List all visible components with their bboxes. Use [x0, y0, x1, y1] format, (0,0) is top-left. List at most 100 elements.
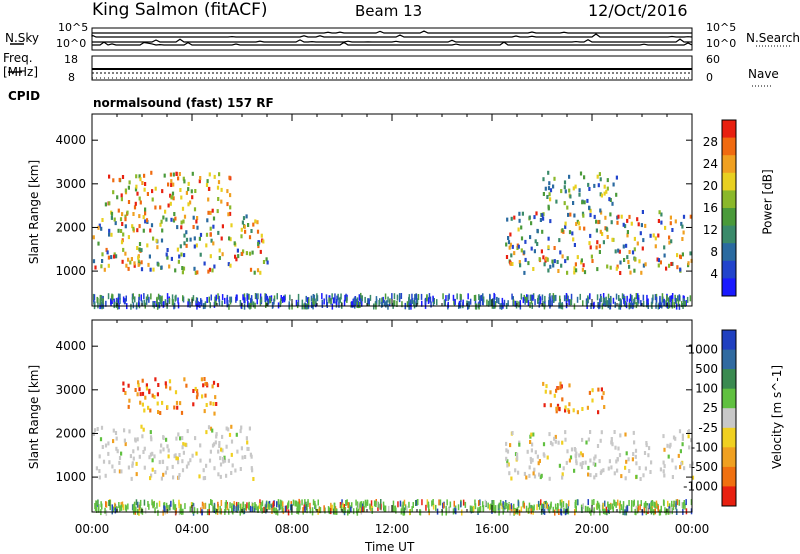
echo-cell [219, 456, 222, 461]
echo-cell [155, 238, 158, 243]
echo-cell [615, 192, 618, 197]
scatter-point [596, 500, 599, 507]
scatter-point [413, 302, 416, 309]
echo-cell [583, 226, 586, 231]
x-tick-label: 00:00 [75, 522, 110, 536]
echo-cell [663, 253, 666, 258]
echo-cell [556, 260, 559, 264]
noise-tick-right-bottom: 10^0 [706, 37, 737, 50]
echo-cell [516, 452, 519, 457]
scatter-point [297, 299, 300, 306]
scatter-point [539, 297, 542, 304]
scatter-point [436, 299, 438, 306]
echo-cell [657, 233, 660, 238]
echo-cell [681, 437, 684, 441]
echo-cell [194, 189, 197, 193]
echo-cell [633, 247, 636, 252]
scatter-point [557, 503, 559, 510]
scatter-point [375, 296, 378, 303]
echo-cell [624, 432, 627, 437]
echo-cell [626, 218, 629, 223]
scatter-point [361, 300, 363, 307]
echo-cell [137, 259, 140, 264]
scatter-point [527, 300, 530, 307]
echo-cell [113, 252, 116, 257]
echo-cell [220, 187, 223, 192]
scatter-point [215, 508, 217, 515]
scatter-point [446, 499, 448, 506]
scatter-point [257, 293, 259, 300]
scatter-point [683, 500, 685, 506]
echo-cell [668, 263, 671, 268]
echo-cell [536, 242, 539, 246]
echo-cell [98, 454, 101, 459]
scatter-point [105, 300, 107, 307]
scatter-point [385, 301, 387, 308]
echo-cell [125, 263, 128, 268]
scatter-point [474, 298, 477, 305]
echo-cell [570, 447, 574, 452]
scatter-point [264, 296, 266, 303]
scatter-point [471, 505, 473, 512]
echo-cell [138, 196, 141, 201]
echo-cell [168, 379, 172, 384]
scatter-point [313, 294, 316, 301]
scatter-point [309, 507, 311, 514]
scatter-point [303, 504, 305, 511]
scatter-point [427, 298, 430, 304]
scatter-point [637, 297, 640, 304]
echo-cell [179, 188, 182, 192]
echo-cell [645, 441, 648, 445]
scatter-point [351, 502, 353, 509]
noise-tick-left-bottom: 10^0 [56, 37, 87, 50]
echo-cell [593, 456, 596, 461]
echo-cell [209, 226, 212, 231]
echo-cell [181, 206, 185, 211]
scatter-point [312, 298, 314, 305]
echo-cell [558, 238, 561, 243]
scatter-point [482, 501, 484, 508]
scatter-point [136, 302, 138, 309]
scatter-point [654, 502, 657, 509]
scatter-point [562, 501, 565, 508]
scatter-point [99, 298, 101, 305]
echo-cell [674, 219, 677, 224]
echo-cell [181, 459, 184, 464]
echo-cell [143, 173, 146, 178]
nave-label: Nave [748, 67, 779, 81]
echo-cell [171, 191, 175, 196]
scatter-point [338, 297, 340, 304]
echo-cell [162, 435, 165, 440]
echo-cell [556, 406, 559, 411]
scatter-point [342, 502, 344, 509]
scatter-point [355, 499, 357, 506]
echo-cell [141, 434, 144, 439]
scatter-point [462, 299, 464, 306]
echo-cell [540, 473, 543, 478]
echo-cell [151, 458, 154, 463]
echo-cell [533, 249, 536, 254]
echo-cell [611, 201, 614, 206]
echo-cell [674, 465, 677, 470]
echo-cell [573, 468, 576, 473]
scatter-point [360, 292, 362, 299]
scatter-point [250, 295, 253, 302]
scatter-point [677, 299, 680, 306]
echo-cell [127, 185, 130, 190]
echo-cell [144, 219, 147, 224]
scatter-point [217, 506, 219, 513]
scatter-point [590, 509, 592, 516]
scatter-point [171, 294, 174, 301]
scatter-point [383, 505, 386, 512]
echo-cell [612, 182, 615, 187]
scatter-point [478, 506, 481, 513]
echo-cell [228, 236, 231, 241]
scatter-point [684, 503, 686, 510]
echo-cell [163, 173, 166, 178]
scatter-point [604, 500, 606, 507]
echo-cell [574, 262, 577, 267]
scatter-point [654, 508, 656, 515]
echo-cell [663, 464, 666, 469]
scatter-point [200, 507, 202, 514]
scatter-point [494, 507, 496, 514]
